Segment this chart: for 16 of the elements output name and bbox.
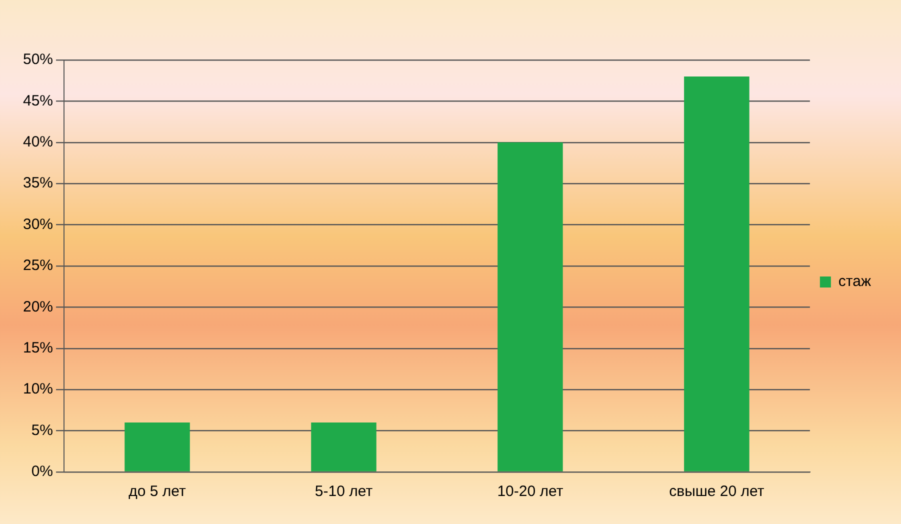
x-tick-label: 5-10 лет (314, 483, 373, 500)
y-tick-label: 45% (22, 92, 54, 110)
y-tick-label: 10% (22, 380, 54, 398)
legend-label: стаж (838, 273, 871, 290)
y-tick-label: 20% (22, 298, 54, 316)
y-tick-label: 30% (22, 216, 54, 233)
y-tick-label: 0% (31, 463, 54, 480)
y-tick-label: 5% (31, 422, 54, 439)
x-tick-label: до 5 лет (128, 483, 186, 500)
y-tick-label: 40% (22, 134, 54, 151)
y-tick-label: 50% (22, 51, 54, 68)
y-tick-label: 35% (22, 174, 54, 192)
x-tick-label: свыше 20 лет (669, 483, 764, 500)
y-tick-label: 15% (22, 340, 54, 357)
y-tick-label: 25% (22, 257, 54, 274)
x-tick-label: 10-20 лет (497, 483, 564, 500)
